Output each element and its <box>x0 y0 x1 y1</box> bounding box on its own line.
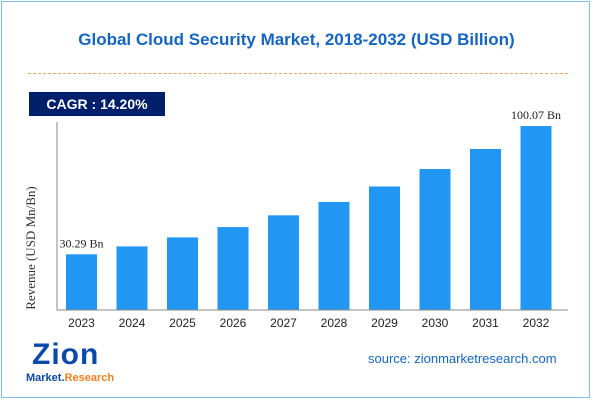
data-label-2032: 100.07 Bn <box>511 108 561 122</box>
data-label-2023: 30.29 Bn <box>59 236 103 250</box>
logo-subtitle-a: Market. <box>26 372 65 384</box>
chart-title: Global Cloud Security Market, 2018-2032 … <box>78 30 515 49</box>
bar-2025 <box>167 237 198 310</box>
x-tick-2031: 2031 <box>472 316 499 330</box>
cagr-badge: CAGR : 14.20% <box>29 92 165 116</box>
bar-2031 <box>470 148 501 310</box>
bar-2032 <box>520 126 552 311</box>
bar-2026 <box>217 227 249 310</box>
source-text: source: zionmarketresearch.com <box>368 351 557 366</box>
x-tick-2032: 2032 <box>523 316 550 330</box>
x-tick-2027: 2027 <box>270 316 297 330</box>
bar-2023 <box>66 254 97 310</box>
bar-2029 <box>369 186 400 310</box>
logo-subtitle-b: Research <box>64 372 115 384</box>
x-tick-2028: 2028 <box>321 316 348 330</box>
bar-2028 <box>318 201 350 310</box>
x-tick-2023: 2023 <box>68 316 95 330</box>
zion-logo: Zion Market.Research <box>26 339 126 387</box>
bar-2030 <box>419 169 451 310</box>
y-axis-label: Revenue (USD Mn/Bn) <box>23 186 38 310</box>
bar-2027 <box>268 215 299 310</box>
x-tick-2025: 2025 <box>169 316 196 330</box>
logo-wordmark: Zion <box>32 338 100 371</box>
x-tick-2024: 2024 <box>119 316 146 330</box>
x-tick-2026: 2026 <box>220 316 247 330</box>
bar-2024 <box>116 246 148 310</box>
x-tick-2030: 2030 <box>422 316 449 330</box>
logo-subtitle: Market.Research <box>26 371 114 385</box>
x-tick-2029: 2029 <box>371 316 398 330</box>
title-divider <box>28 73 568 74</box>
